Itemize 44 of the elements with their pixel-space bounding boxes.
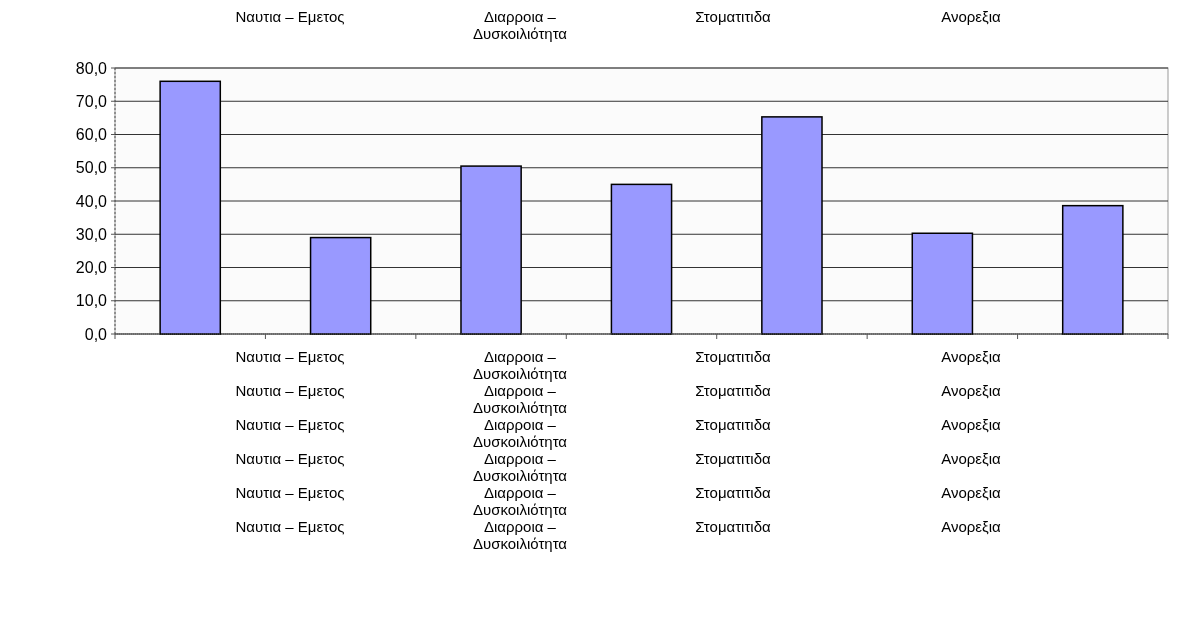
text: Στοματιτιδα — [695, 518, 772, 535]
text: Διαρροια – Δυσκοιλιότητα — [472, 518, 568, 552]
text: Στοματιτιδα — [695, 382, 772, 399]
text: Ανορεξια — [941, 382, 1002, 399]
text: Ναυτια – Εμετος — [235, 518, 345, 535]
text: Ανορεξια — [941, 416, 1002, 433]
text: Διαρροια – Δυσκοιλιότητα — [472, 450, 568, 484]
text: Ναυτια – Εμετος — [235, 450, 345, 467]
y-tick-label: 30,0 — [75, 225, 108, 243]
text: Ναυτια – Εμετος — [235, 348, 345, 365]
y-tick-label: 50,0 — [75, 159, 108, 177]
text: Ναυτια – Εμετος — [235, 8, 345, 25]
text: Ναυτια – Εμετος — [235, 382, 345, 399]
text: Διαρροια – Δυσκοιλιότητα — [472, 8, 568, 42]
text: Ναυτια – Εμετος — [235, 416, 345, 433]
bar — [911, 232, 974, 335]
text: Στοματιτιδα — [695, 450, 772, 467]
y-tick-label: 10,0 — [75, 292, 108, 310]
text: Ανορεξια — [941, 518, 1002, 535]
text: Στοματιτιδα — [695, 348, 772, 365]
text: Στοματιτιδα — [695, 8, 772, 25]
text: Στοματιτιδα — [695, 484, 772, 501]
text: Ανορεξια — [941, 348, 1002, 365]
y-tick-label: 0,0 — [84, 325, 108, 343]
y-tick-label: 80,0 — [75, 59, 108, 77]
bar — [761, 116, 823, 335]
text: Διαρροια – Δυσκοιλιότητα — [472, 484, 568, 518]
text: Ανορεξια — [941, 450, 1002, 467]
text: Διαρροια – Δυσκοιλιότητα — [472, 416, 568, 450]
text: Ανορεξια — [941, 484, 1002, 501]
text: Στοματιτιδα — [695, 416, 772, 433]
text: Διαρροια – Δυσκοιλιότητα — [472, 382, 568, 416]
y-tick-label: 40,0 — [75, 192, 108, 210]
bar — [1061, 204, 1124, 335]
bar — [610, 183, 673, 335]
text: Διαρροια – Δυσκοιλιότητα — [472, 348, 568, 382]
bar — [460, 165, 522, 335]
text: Ανορεξια — [941, 8, 1002, 25]
y-tick-label: 70,0 — [75, 92, 108, 110]
text: Ναυτια – Εμετος — [235, 484, 345, 501]
y-tick-label: 20,0 — [75, 259, 108, 277]
y-tick-label: 60,0 — [75, 126, 108, 144]
bar — [309, 236, 372, 335]
bar — [159, 80, 222, 335]
